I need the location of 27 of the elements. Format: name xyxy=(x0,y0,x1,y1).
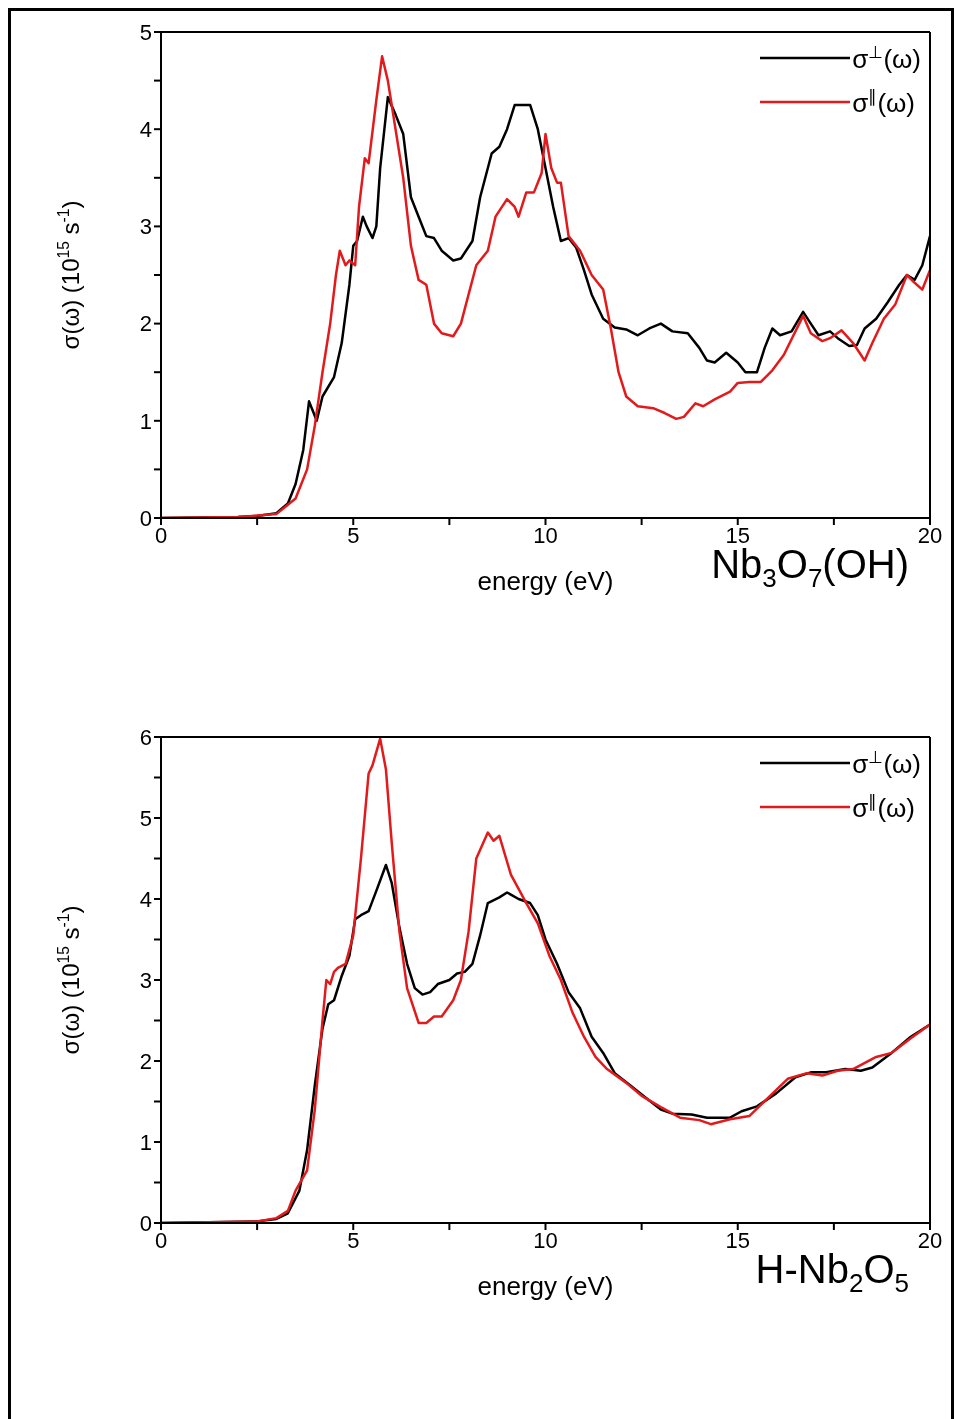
y-tick-label: 3 xyxy=(139,214,152,240)
y-tick-label: 5 xyxy=(139,805,152,831)
x-tick-label: 15 xyxy=(725,1227,750,1253)
x-tick-label: 10 xyxy=(533,1227,558,1253)
legend-label: σ$^{⊥}$(ω) xyxy=(852,747,921,779)
y-tick-label: 3 xyxy=(139,967,152,993)
legend-label: σ$^{⊥}$(ω) xyxy=(852,42,921,74)
y-tick-label: 2 xyxy=(139,1048,152,1074)
x-axis-title: energy (eV) xyxy=(477,566,614,596)
x-tick-label: 5 xyxy=(347,1227,360,1253)
y-tick-label: 5 xyxy=(139,19,152,45)
x-axis-title: energy (eV) xyxy=(477,1271,614,1301)
x-tick-label: 5 xyxy=(347,522,360,548)
y-tick-label: 0 xyxy=(139,505,152,531)
text: H-Nb$_{2}$O$_{5}$ xyxy=(755,1247,909,1298)
x-tick-label: 10 xyxy=(533,522,558,548)
x-tick-label: 20 xyxy=(917,1227,943,1253)
y-tick-label: 1 xyxy=(139,408,152,434)
legend-label: σ$^{∥}$(ω) xyxy=(852,791,915,823)
x-tick-label: 20 xyxy=(917,522,943,548)
y-tick-label: 4 xyxy=(139,117,152,143)
y-tick-label: 0 xyxy=(139,1210,152,1236)
y-tick-label: 6 xyxy=(139,724,152,750)
y-tick-label: 1 xyxy=(139,1129,152,1155)
y-tick-label: 2 xyxy=(139,311,152,337)
legend-label: σ$^{∥}$(ω) xyxy=(852,86,915,118)
y-tick-label: 4 xyxy=(139,886,152,912)
